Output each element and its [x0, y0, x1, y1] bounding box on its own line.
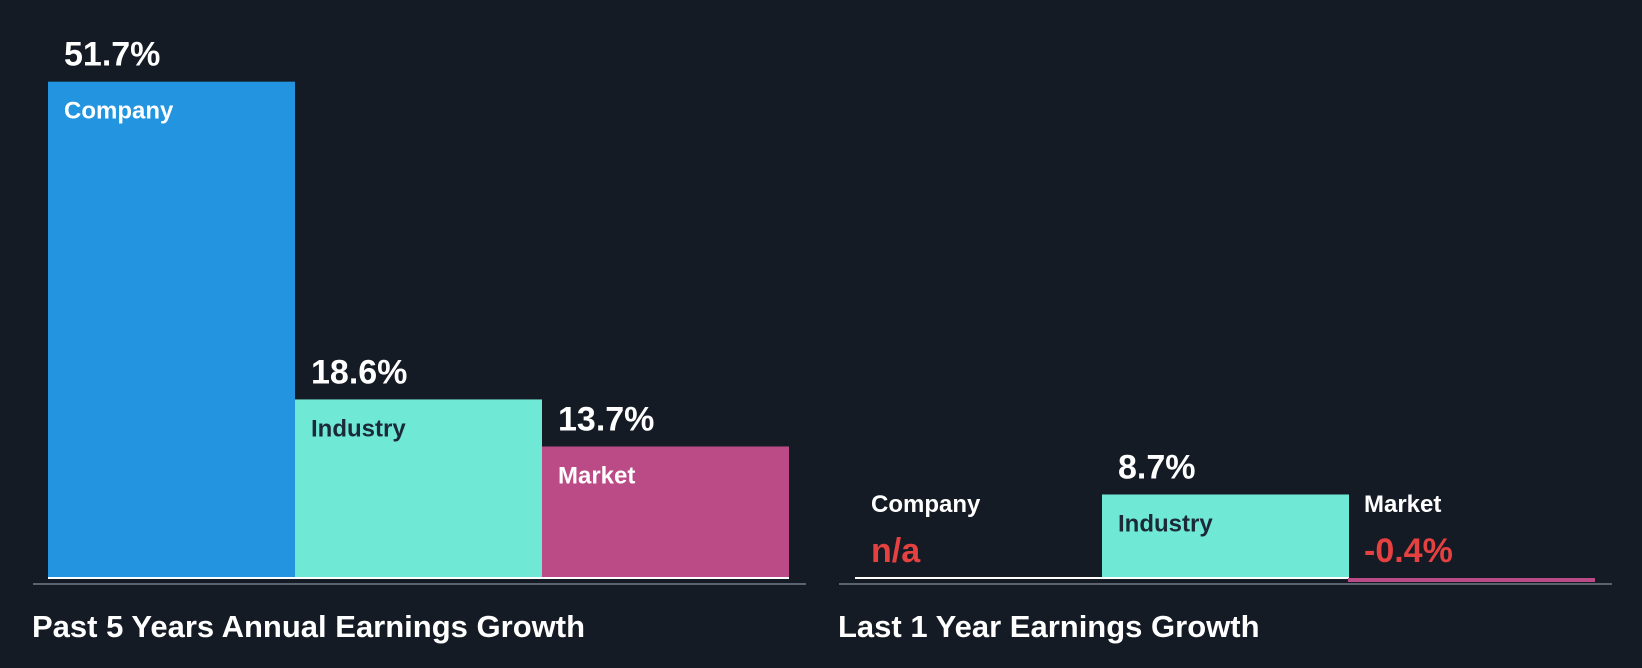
last-1y-value-industry: 8.7%	[1118, 448, 1196, 486]
past-5y-label-company: Company	[64, 98, 174, 125]
last-1y-chart-title: Last 1 Year Earnings Growth	[838, 609, 1260, 644]
past-5y-chart-title: Past 5 Years Annual Earnings Growth	[32, 609, 585, 644]
past-5y-bar-market	[542, 446, 789, 578]
last-1y-bar-market	[1348, 578, 1595, 582]
last-1y-value-market: -0.4%	[1364, 532, 1453, 570]
past-5y-label-industry: Industry	[311, 415, 406, 442]
last-1y-value-company: n/a	[871, 532, 921, 570]
last-1y-bar-industry	[1102, 494, 1349, 578]
last-1y-label-industry: Industry	[1118, 510, 1213, 537]
past-5y-value-company: 51.7%	[64, 36, 160, 74]
past-5y-bar-company	[48, 81, 295, 579]
past-5y-value-market: 13.7%	[558, 400, 654, 438]
past-5y-label-market: Market	[558, 462, 635, 489]
last-1y-label-company: Company	[871, 491, 981, 518]
last-1y-label-market: Market	[1364, 491, 1441, 518]
past-5y-value-industry: 18.6%	[311, 353, 407, 391]
past-5y-bar-industry	[295, 399, 542, 578]
